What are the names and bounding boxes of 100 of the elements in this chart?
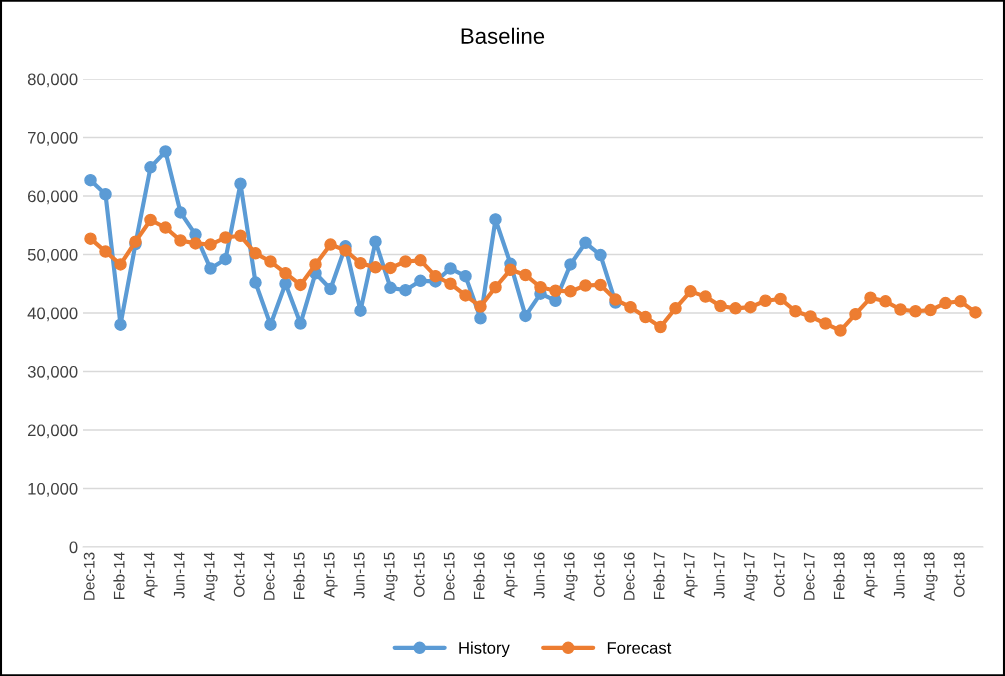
- point: [354, 304, 367, 317]
- point: [654, 320, 667, 334]
- point: [114, 258, 127, 271]
- x-tick-label: Jun-14: [173, 552, 185, 599]
- point: [294, 317, 307, 330]
- x-tick-label: Oct-17: [773, 552, 785, 597]
- x-tick-label: Feb-16: [473, 552, 485, 600]
- point: [354, 257, 367, 270]
- point: [414, 274, 427, 288]
- point: [579, 279, 592, 292]
- legend-label: Forecast: [607, 642, 672, 654]
- point: [774, 292, 787, 306]
- point: [594, 278, 607, 292]
- point: [834, 324, 847, 337]
- point: [804, 310, 817, 323]
- point: [849, 307, 862, 321]
- point: [729, 302, 742, 315]
- point: [414, 254, 427, 267]
- x-tick-label: Jun-16: [533, 552, 545, 599]
- point: [279, 266, 292, 280]
- x-tick-label: Dec-13: [83, 552, 95, 600]
- point: [474, 300, 487, 313]
- x-tick-label: Jun-15: [353, 552, 365, 599]
- y-tick-label: 40,000: [27, 307, 78, 322]
- x-tick-label: Oct-18: [953, 552, 965, 597]
- point: [384, 281, 397, 295]
- x-tick-label: Apr-17: [683, 552, 698, 598]
- point: [369, 261, 382, 274]
- point: [279, 277, 292, 291]
- point: [819, 317, 832, 330]
- x-tick-label: Dec-14: [263, 552, 275, 600]
- x-tick-label: Dec-15: [443, 552, 455, 600]
- point: [159, 145, 172, 158]
- point: [264, 255, 277, 268]
- legend-label: History: [459, 641, 510, 658]
- x-tick-label: Aug-17: [743, 552, 758, 602]
- point: [924, 303, 937, 317]
- point: [324, 282, 337, 296]
- point: [84, 173, 97, 187]
- point: [204, 238, 217, 251]
- point: [249, 276, 262, 289]
- x-tick-label: Dec-16: [623, 552, 635, 600]
- point: [564, 258, 577, 271]
- x-tick-label: Aug-15: [383, 552, 398, 602]
- x-tick-label: Apr-14: [143, 552, 158, 598]
- x-tick-label: Dec-17: [803, 552, 815, 600]
- point: [879, 295, 892, 308]
- point: [789, 304, 802, 318]
- point: [504, 263, 517, 276]
- point: [579, 236, 592, 250]
- point: [669, 302, 682, 315]
- point: [114, 318, 127, 331]
- point: [549, 284, 562, 298]
- point: [234, 229, 247, 243]
- point: [339, 244, 352, 257]
- point: [624, 300, 637, 314]
- point: [909, 304, 922, 318]
- y-tick-label: 60,000: [28, 190, 78, 205]
- x-tick-label: Feb-15: [293, 552, 305, 600]
- x-tick-label: Oct-14: [233, 552, 245, 597]
- x-tick-label: Feb-18: [833, 552, 845, 600]
- point: [144, 213, 157, 227]
- point: [99, 245, 112, 258]
- point: [534, 281, 547, 294]
- point: [429, 269, 442, 283]
- point: [864, 291, 877, 305]
- point: [99, 187, 112, 201]
- point: [759, 294, 772, 307]
- point: [84, 232, 97, 245]
- chart-title: Baseline: [461, 27, 545, 44]
- point: [159, 221, 172, 234]
- point: [219, 252, 232, 266]
- y-tick-label: 80,000: [27, 73, 78, 88]
- x-tick-label: Aug-14: [203, 552, 218, 602]
- point: [399, 283, 412, 297]
- point: [234, 177, 247, 190]
- point: [384, 261, 397, 275]
- x-tick-label: Aug-18: [923, 552, 938, 602]
- x-tick-label: Jun-18: [893, 552, 905, 599]
- x-tick-label: Apr-15: [323, 552, 338, 598]
- point: [309, 258, 322, 271]
- point: [969, 306, 982, 319]
- point: [144, 161, 157, 174]
- x-tick-label: Feb-14: [113, 552, 125, 600]
- point: [264, 318, 277, 331]
- point: [639, 310, 652, 324]
- x-tick-label: Jun-17: [713, 552, 725, 599]
- point: [939, 296, 952, 310]
- y-tick-label: 20,000: [28, 424, 78, 439]
- point: [324, 238, 337, 251]
- y-tick-label: 70,000: [28, 131, 78, 146]
- point: [519, 268, 532, 282]
- point: [894, 303, 907, 316]
- x-tick-label: Oct-15: [413, 552, 425, 597]
- point: [489, 213, 502, 226]
- point: [714, 299, 727, 313]
- y-tick-label: 50,000: [27, 248, 78, 263]
- point: [444, 262, 457, 275]
- point: [519, 309, 532, 323]
- x-tick-label: Apr-16: [503, 552, 518, 598]
